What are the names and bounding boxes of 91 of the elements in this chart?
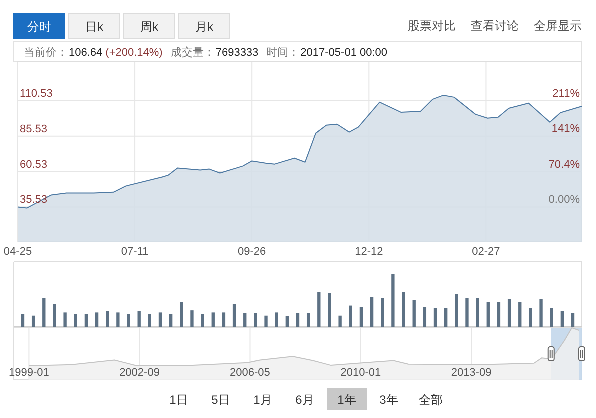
bar [412, 300, 416, 327]
bar [349, 306, 352, 327]
text: 1月 [254, 393, 272, 407]
bar [328, 293, 332, 327]
bar [455, 294, 458, 327]
bar [444, 308, 448, 327]
y-tick-label: 85.53 [20, 123, 48, 136]
y-tick-label: 60.53 [20, 158, 48, 171]
text: 3年 [380, 393, 398, 407]
bar [127, 314, 130, 327]
bar [560, 311, 564, 327]
bar [74, 314, 78, 327]
x-tick-label: 12-12 [355, 246, 384, 258]
y2-tick-label: 211% [552, 88, 580, 100]
text: 5日 [212, 393, 230, 407]
bar [370, 297, 374, 327]
bar [338, 316, 342, 327]
bar [32, 316, 36, 327]
y-tick-label: 110.53 [20, 88, 53, 100]
text: 7693333 [216, 47, 259, 59]
bar [21, 314, 25, 327]
bar [42, 298, 46, 327]
bar [212, 312, 215, 327]
bar [423, 307, 427, 327]
bar [571, 313, 575, 327]
bar [296, 313, 300, 327]
bar [53, 304, 56, 327]
y2-tick-label: 70.4% [548, 158, 580, 171]
text: 1年 [338, 393, 356, 407]
text: 月k [196, 20, 214, 34]
text: 查看讨论 [471, 19, 519, 33]
bar [550, 308, 554, 327]
text: 时间： [266, 46, 300, 59]
bar [148, 314, 152, 327]
text: 全屏显示 [534, 19, 582, 33]
text: 分时 [28, 20, 52, 34]
bar [486, 302, 490, 327]
text: 6月 [296, 393, 314, 407]
bar [476, 298, 480, 327]
text: 周k [140, 20, 160, 34]
bar [318, 292, 321, 327]
bar [392, 274, 395, 327]
text: 成交量： [170, 46, 215, 59]
bar [84, 314, 88, 327]
x-tick-label: 04-25 [4, 246, 32, 258]
x-tick-label: 1999-01 [9, 367, 50, 379]
bar [360, 307, 364, 327]
bar [540, 299, 543, 327]
bar [222, 312, 226, 327]
bar [64, 312, 67, 327]
bar [180, 302, 184, 327]
bar [95, 312, 99, 327]
bar [138, 311, 141, 327]
bar [190, 310, 194, 327]
text: 1日 [170, 393, 188, 407]
bar [286, 316, 290, 327]
text: 股票对比 [408, 19, 456, 33]
bar [264, 316, 268, 327]
bar [106, 311, 110, 327]
bar [529, 308, 532, 327]
x-tick-label: 2010-01 [340, 367, 382, 379]
bar [466, 298, 469, 327]
x-tick-label: 07-11 [121, 246, 149, 258]
bar [434, 308, 438, 327]
bar [518, 302, 522, 327]
x-tick-label: 2002-09 [120, 367, 160, 379]
bar [254, 313, 258, 327]
text: 全部 [419, 393, 443, 407]
text: 当前价： [24, 47, 68, 59]
bar [232, 304, 236, 327]
bar [381, 298, 384, 327]
y2-tick-label: 141% [552, 123, 580, 136]
x-tick-label: 2006-05 [230, 367, 270, 379]
y2-tick-label: 0.00% [548, 194, 580, 206]
x-tick-label: 09-26 [238, 246, 266, 258]
bar [497, 302, 501, 327]
bar [116, 312, 120, 327]
bar [306, 313, 310, 327]
bar [275, 312, 278, 327]
bar [244, 313, 247, 327]
text: 106.64 [69, 47, 103, 59]
x-tick-label: 2013-09 [451, 367, 492, 379]
bar [169, 314, 173, 327]
bar [158, 312, 162, 327]
bar [402, 292, 406, 327]
bar [201, 314, 204, 327]
text: (+200.14%) [106, 47, 163, 59]
text: 日k [86, 20, 104, 34]
x-tick-label: 02-27 [472, 246, 500, 258]
bar [508, 299, 512, 327]
text: 2017-05-01 00:00 [300, 47, 388, 59]
